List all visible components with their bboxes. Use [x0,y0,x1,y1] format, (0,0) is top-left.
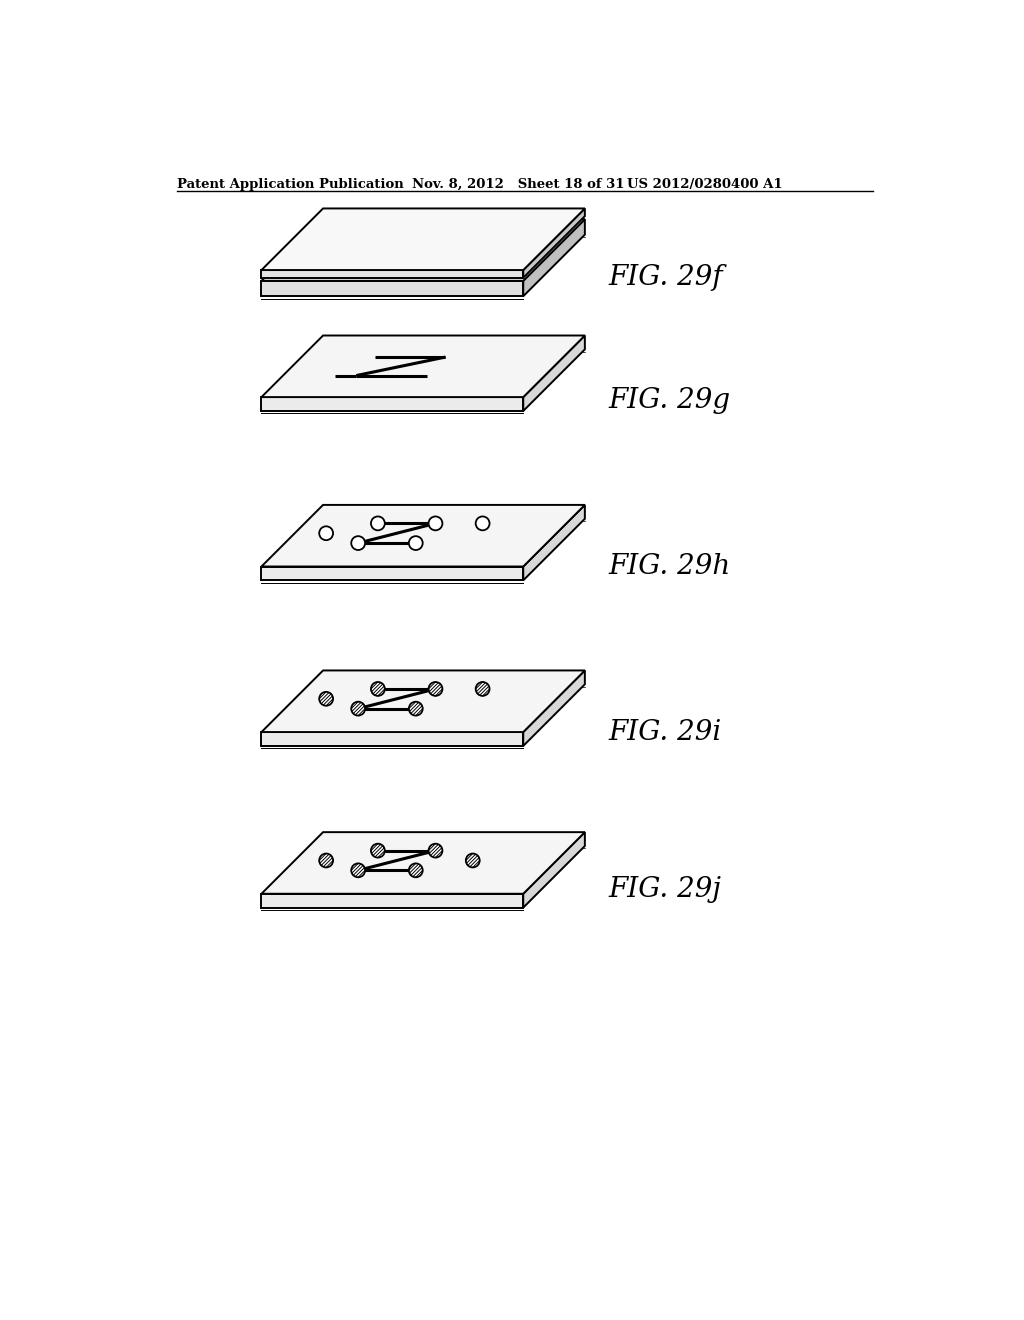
Polygon shape [261,832,585,894]
Circle shape [319,527,333,540]
Polygon shape [523,832,585,908]
Circle shape [409,536,423,550]
Polygon shape [261,894,523,908]
Polygon shape [523,209,585,277]
Circle shape [429,843,442,858]
Circle shape [409,702,423,715]
Polygon shape [523,506,585,581]
Text: Buffer material: Buffer material [326,214,443,227]
Polygon shape [261,209,585,271]
Text: FIG. 29f: FIG. 29f [608,264,723,292]
Polygon shape [523,219,585,296]
Polygon shape [261,219,585,281]
Circle shape [319,854,333,867]
Polygon shape [523,335,585,411]
Polygon shape [261,335,585,397]
Polygon shape [261,506,585,566]
Polygon shape [261,397,523,411]
Polygon shape [261,671,585,733]
Polygon shape [261,566,523,581]
Circle shape [429,516,442,531]
Circle shape [351,702,366,715]
Text: Nov. 8, 2012   Sheet 18 of 31: Nov. 8, 2012 Sheet 18 of 31 [412,178,624,190]
Circle shape [371,516,385,531]
Circle shape [351,863,366,878]
Circle shape [409,863,423,878]
Text: FIG. 29h: FIG. 29h [608,553,730,579]
Text: FIG. 29j: FIG. 29j [608,876,721,903]
Polygon shape [523,671,585,746]
Polygon shape [261,281,523,296]
Text: US 2012/0280400 A1: US 2012/0280400 A1 [628,178,782,190]
Circle shape [371,843,385,858]
Polygon shape [261,271,523,277]
Text: Patent Application Publication: Patent Application Publication [177,178,403,190]
Text: FIG. 29g: FIG. 29g [608,388,730,414]
Circle shape [429,682,442,696]
Circle shape [371,682,385,696]
Text: FIG. 29i: FIG. 29i [608,718,721,746]
Circle shape [476,682,489,696]
Circle shape [319,692,333,706]
Circle shape [466,854,479,867]
Circle shape [351,536,366,550]
Polygon shape [261,733,523,746]
Circle shape [476,516,489,531]
